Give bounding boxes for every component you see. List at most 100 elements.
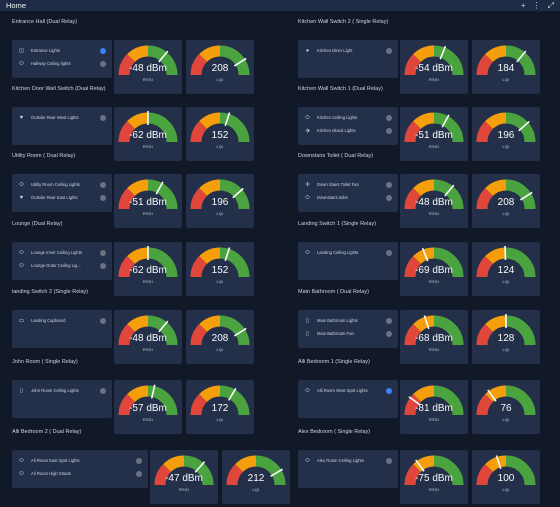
rssi-label: RSSI (400, 487, 468, 492)
switch-row[interactable]: ⬭Alli Room West Spot Lights (304, 384, 392, 397)
switch-row[interactable]: ⬭Ali Room High Shade (18, 467, 142, 480)
switch-card: ▭Landing Cupboard (12, 310, 112, 348)
switch-row[interactable]: ⬗Kitchen Island Lights (304, 124, 392, 137)
add-icon[interactable]: + (521, 2, 526, 10)
rssi-gauge (404, 177, 464, 215)
rssi-value: -57 dBm (114, 403, 182, 414)
spot-light-icon: ⬗ (304, 128, 311, 134)
toggle-switch[interactable] (100, 318, 106, 324)
toggle-switch[interactable] (386, 115, 392, 121)
double-door-icon: ◫ (18, 48, 25, 54)
top-bar: Home + ⋮ ⤢ (0, 0, 560, 11)
switch-row[interactable]: ⬭Ali Room East Spot Lights (18, 454, 142, 467)
lqi-label: LQI (472, 144, 540, 149)
switch-label: Entrance Lights (31, 48, 96, 53)
rssi-gauge (118, 313, 178, 351)
lqi-gauge (190, 383, 250, 421)
lqi-gauge (476, 245, 536, 283)
device-title: Utility Room ( Dual Relay) (12, 153, 75, 159)
rssi-label: RSSI (400, 144, 468, 149)
switch-label: Landing Cupboard (31, 318, 96, 323)
toggle-switch[interactable] (386, 48, 392, 54)
switch-row[interactable]: ⬭Lounge Outer Ceiling Lig… (18, 259, 106, 272)
rssi-label: RSSI (114, 279, 182, 284)
switch-label: Downstairs toilet (317, 195, 382, 200)
switch-row[interactable]: ▯Main Bathroom Lights (304, 314, 392, 327)
lqi-label: LQI (472, 77, 540, 82)
switch-label: Main Bathroom Lights (317, 318, 382, 323)
toggle-switch[interactable] (386, 388, 392, 394)
switch-label: Kitchen Ceiling Lights (317, 115, 382, 120)
switch-label: Ali Room East Spot Lights (31, 458, 132, 463)
toggle-switch[interactable] (136, 458, 142, 464)
lqi-value: 76 (472, 403, 540, 414)
switch-row[interactable]: ⬭Landing Ceiling Lights (304, 246, 392, 259)
lqi-label: LQI (472, 279, 540, 284)
toggle-switch[interactable] (386, 182, 392, 188)
gauge-segment-orange (489, 118, 506, 125)
toggle-switch[interactable] (386, 128, 392, 134)
toggle-switch[interactable] (386, 195, 392, 201)
lqi-label: LQI (186, 211, 254, 216)
switch-row[interactable]: ⬭Hallway Ceiling lights (18, 57, 106, 70)
switch-row[interactable]: ⬭Downstairs toilet (304, 191, 392, 204)
switch-card: ⬭Ali Room East Spot Lights⬭Ali Room High… (12, 450, 148, 488)
switch-label: Ali Room High Shade (31, 471, 132, 476)
rssi-gauge (118, 245, 178, 283)
switch-card: ▼Outside Rear West Lights (12, 107, 112, 145)
switch-row[interactable]: ▼Outside Rear West Lights (18, 111, 106, 124)
switch-card: ✢Down Stairs Toilet Fan⬭Downstairs toile… (298, 174, 398, 212)
switch-row[interactable]: ▯John Room Ceiling Lights (18, 384, 106, 397)
lqi-value: 152 (186, 130, 254, 141)
gauge-segment-orange (203, 321, 220, 328)
toggle-switch[interactable] (100, 250, 106, 256)
switch-label: Lounge Inner Ceiling Lights (31, 250, 96, 255)
toggle-switch[interactable] (100, 61, 106, 67)
switch-card: ◫ Entrance Lights ⬭Hallway Ceiling lights (12, 40, 112, 78)
device-title: Kitchen Door Wall Switch (Dual Relay) (12, 86, 106, 92)
switch-row[interactable]: ⬭Utility Room Ceiling Lights (18, 178, 106, 191)
switch-card: ⬭Alli Room West Spot Lights (298, 380, 398, 418)
menu-icon[interactable]: ⋮ (533, 2, 541, 10)
toggle-switch[interactable] (100, 388, 106, 394)
switch-row[interactable]: ▭Landing Cupboard (18, 314, 106, 327)
switch-row[interactable]: ⬭Lounge Inner Ceiling Lights (18, 246, 106, 259)
toggle-switch[interactable] (100, 115, 106, 121)
toggle-switch[interactable] (386, 250, 392, 256)
device-section: Downstairs Toilet ( Dual Relay)✢Down Sta… (286, 153, 560, 231)
device-title: Kitchen Wall Switch 2 ( Single Relay) (298, 19, 388, 25)
gauge-segment-orange (489, 185, 506, 192)
switch-row[interactable]: ⬭Kitchen Ceiling Lights (304, 111, 392, 124)
gauge-segment-orange (417, 185, 434, 192)
switch-label: Down Stairs Toilet Fan (317, 182, 382, 187)
switch-label: Lounge Outer Ceiling Lig… (31, 263, 96, 268)
switch-card: ⬭Lounge Inner Ceiling Lights⬭Lounge Oute… (12, 242, 112, 280)
switch-row[interactable]: ✢Down Stairs Toilet Fan (304, 178, 392, 191)
toggle-switch[interactable] (386, 458, 392, 464)
toggle-switch[interactable] (386, 318, 392, 324)
switch-row[interactable]: ◫ Entrance Lights (18, 44, 106, 57)
toggle-switch[interactable] (100, 182, 106, 188)
lqi-value: 208 (472, 197, 540, 208)
rssi-value: -54 dBm (400, 63, 468, 74)
switch-row[interactable]: ⬭Alex Room Ceiling Lights (304, 454, 392, 467)
switch-row[interactable]: ▼Outside Rear East Lights (18, 191, 106, 204)
outdoor-light-icon: ▼ (18, 195, 25, 201)
device-section: Alli Bedroom 1 (Single Relay)⬭Alli Room … (286, 359, 560, 437)
device-title: Landing Switch 1 (Single Relay) (298, 221, 376, 227)
expand-icon[interactable]: ⤢ (548, 2, 554, 10)
toggle-switch[interactable] (100, 48, 106, 54)
lqi-gauge (190, 110, 250, 148)
switch-row[interactable]: ▯Main Bathroom Fan (304, 327, 392, 340)
toggle-switch[interactable] (100, 263, 106, 269)
toggle-switch[interactable] (100, 195, 106, 201)
toggle-switch[interactable] (136, 471, 142, 477)
switch-label: Alex Room Ceiling Lights (317, 458, 382, 463)
switch-row[interactable]: ●Kitchen Diner Light (304, 44, 392, 57)
toggle-switch[interactable] (386, 331, 392, 337)
device-title: Alli Bedroom 2 ( Dual Relay) (12, 429, 81, 435)
rssi-label: RSSI (400, 211, 468, 216)
